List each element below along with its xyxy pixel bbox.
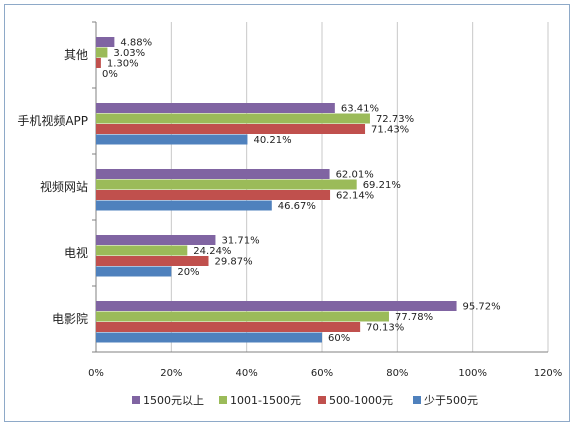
legend-label: 500-1000元 xyxy=(329,394,393,407)
data-label: 69.21% xyxy=(363,180,401,191)
data-label: 4.88% xyxy=(120,38,152,49)
x-tick-label: 0% xyxy=(88,368,104,379)
data-label: 24.24% xyxy=(193,246,231,257)
bar xyxy=(96,256,209,266)
data-label: 72.73% xyxy=(376,114,414,125)
bar xyxy=(96,37,115,47)
bar xyxy=(96,58,101,68)
data-label: 31.71% xyxy=(221,236,259,247)
category-label: 电影院 xyxy=(52,312,88,326)
bar xyxy=(96,200,272,211)
bar xyxy=(96,245,188,256)
bar xyxy=(96,311,389,322)
data-label: 1.30% xyxy=(107,59,139,70)
category-label: 手机视频APP xyxy=(17,113,88,128)
bar xyxy=(96,113,370,124)
bar xyxy=(96,179,357,190)
data-label: 62.01% xyxy=(336,170,374,181)
data-label: 62.14% xyxy=(336,191,374,202)
bar xyxy=(96,266,172,277)
data-label: 40.21% xyxy=(253,135,291,146)
bar xyxy=(96,47,108,58)
bar xyxy=(96,332,322,343)
data-label: 95.72% xyxy=(463,302,501,313)
legend-label: 1001-1500元 xyxy=(230,394,301,407)
bar xyxy=(96,322,361,332)
data-label: 0% xyxy=(102,69,118,80)
legend-label: 1500元以上 xyxy=(143,394,204,407)
bar xyxy=(96,124,366,134)
data-label: 70.13% xyxy=(366,323,404,334)
category-label: 电视 xyxy=(64,245,88,260)
x-tick-label: 80% xyxy=(386,368,408,379)
legend-swatch xyxy=(413,396,421,404)
x-tick-label: 20% xyxy=(160,368,182,379)
bar xyxy=(96,103,335,113)
category-label: 视频网站 xyxy=(40,179,88,194)
x-tick-label: 40% xyxy=(236,368,258,379)
bar xyxy=(96,169,330,179)
x-tick-label: 120% xyxy=(534,368,563,379)
x-tick-label: 60% xyxy=(311,368,333,379)
data-label: 20% xyxy=(177,267,199,278)
data-label: 60% xyxy=(328,333,350,344)
category-label: 其他 xyxy=(64,48,88,62)
data-label: 46.67% xyxy=(278,201,316,212)
data-label: 71.43% xyxy=(371,125,409,136)
data-label: 63.41% xyxy=(341,104,379,115)
legend-swatch xyxy=(219,396,227,404)
data-label: 29.87% xyxy=(215,257,253,268)
data-label: 3.03% xyxy=(113,48,145,59)
data-label: 77.78% xyxy=(395,312,433,323)
bar xyxy=(96,301,457,311)
bar xyxy=(96,134,248,145)
x-tick-label: 100% xyxy=(458,368,487,379)
bar xyxy=(96,190,331,200)
bar xyxy=(96,235,216,245)
legend-swatch xyxy=(318,396,326,404)
legend-swatch xyxy=(132,396,140,404)
legend-label: 少于500元 xyxy=(424,394,478,407)
